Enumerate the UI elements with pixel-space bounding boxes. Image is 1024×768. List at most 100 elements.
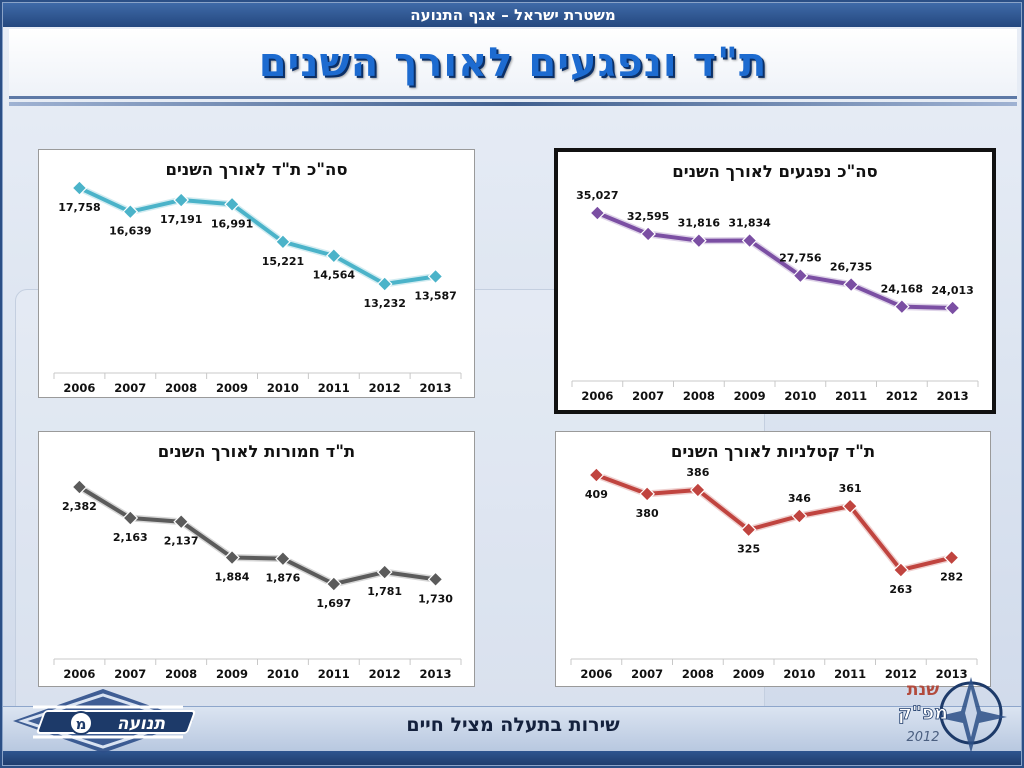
x-tick-label: 2007 [114,667,146,681]
data-label: 1,697 [316,597,351,610]
footer-stripe [3,751,1021,765]
data-point [843,276,859,293]
data-label: 14,564 [313,269,356,282]
data-point [376,276,393,292]
data-label: 31,834 [728,217,771,230]
x-tick-label: 2010 [784,389,816,403]
data-point [640,226,656,242]
chart-title: סה"כ נפגעים לאורך השנים [672,162,878,181]
data-point [639,486,655,502]
data-point [275,233,291,250]
data-point [376,564,393,580]
title-box: ת"ד ונפגעים לאורך השנים [9,29,1017,99]
data-label: 409 [585,488,608,501]
data-point [893,562,909,578]
data-point [691,232,707,249]
data-point [690,482,706,498]
x-tick-label: 2009 [216,667,248,681]
data-point [325,247,342,264]
emblem-line-2: מפ"ק [898,702,948,724]
data-point [71,479,88,495]
x-tick-label: 2009 [734,389,766,403]
emblem-year: 2012 [906,730,939,745]
data-point [792,267,809,284]
data-label: 2,163 [113,531,148,544]
x-tick-label: 2006 [580,667,612,681]
chart-title: סה"כ ת"ד לאורך השנים [165,160,348,179]
data-point [589,205,606,221]
x-tick-label: 2006 [581,389,613,403]
series-line [78,186,436,286]
chart-plot: 2006 2007 2008 2009 2010 2011 2012 2013 2,382 2,1… [53,479,462,681]
x-tick-label: 2010 [267,381,299,395]
chart-plot: 2006 2007 2008 2009 2010 2011 2012 2013 35,027 32… [571,189,979,403]
data-point [842,498,858,515]
data-label: 325 [737,543,760,556]
data-label: 263 [889,583,912,596]
data-label: 16,991 [211,217,253,230]
data-point [741,232,758,249]
data-label: 17,191 [160,213,202,226]
data-point [894,298,910,315]
x-tick-label: 2010 [267,667,299,681]
slide-title: ת"ד ונפגעים לאורך השנים [258,39,768,86]
x-tick-label: 2011 [318,667,350,681]
x-tick-label: 2011 [835,389,867,403]
data-label: 24,013 [931,284,973,297]
x-tick-label: 2009 [216,381,248,395]
chart-severe-accidents: ת"ד חמורות לאורך השנים 2006 2007 2008 2009 2… [38,431,475,687]
chart-plot: 2006 2007 2008 2009 2010 2011 2012 2013 17,758 16… [53,180,462,395]
data-point [427,571,444,588]
data-point [173,513,190,530]
x-tick-label: 2013 [420,381,452,395]
data-point [224,549,240,566]
data-point [943,549,960,566]
x-tick-label: 2008 [165,667,197,681]
data-point [224,196,240,213]
data-label: 346 [788,492,811,505]
org-line: משטרת ישראל – אגף התנועה [410,6,616,24]
data-label: 2,137 [164,535,199,548]
data-label: 1,730 [418,592,453,605]
data-label: 17,758 [58,201,100,214]
x-tick-label: 2013 [937,389,969,403]
x-tick-label: 2013 [936,667,968,681]
x-tick-label: 2008 [165,381,197,395]
data-point [791,508,808,524]
data-label: 26,735 [830,261,872,274]
data-point [427,268,444,285]
data-point [122,203,139,220]
series-line [596,211,953,310]
logo-text: תנועה [117,714,166,734]
data-label: 1,884 [215,571,250,584]
data-label: 386 [686,466,709,479]
chart-total-injured: סה"כ נפגעים לאורך השנים 2006 2007 2008 2009… [554,148,996,414]
data-label: 13,232 [363,297,405,310]
x-tick-label: 2012 [885,667,917,681]
data-label: 31,816 [678,217,721,230]
org-header-bar: משטרת ישראל – אגף התנועה [3,3,1021,27]
x-tick-label: 2012 [886,389,918,403]
x-tick-label: 2011 [834,667,866,681]
chart-total-accidents: סה"כ ת"ד לאורך השנים 2006 2007 2008 2009 201… [38,149,475,398]
chart-title: ת"ד קטלניות לאורך השנים [670,442,876,461]
emblem-line-1: שנת [907,680,939,700]
data-point [740,521,757,538]
chart-fatal-accidents: ת"ד קטלניות לאורך השנים 2006 2007 2008 2009… [555,431,991,687]
year-emblem-logo: שנת מפ"ק 2012 [898,677,1007,753]
x-tick-label: 2007 [632,389,664,403]
x-tick-label: 2007 [631,667,663,681]
x-tick-label: 2012 [369,381,401,395]
data-label: 15,221 [262,255,304,268]
footer-slogan: שירות בתעלה מציל חיים [406,714,620,736]
traffic-division-logo: מ תנועה [13,689,196,753]
data-label: 16,639 [109,225,151,238]
x-tick-label: 2011 [318,381,350,395]
data-point [122,510,139,526]
chart-title: ת"ד חמורות לאורך השנים [157,442,356,461]
data-label: 32,595 [627,210,669,223]
x-tick-label: 2009 [733,667,765,681]
data-label: 1,781 [367,585,402,598]
series-line [595,473,953,572]
